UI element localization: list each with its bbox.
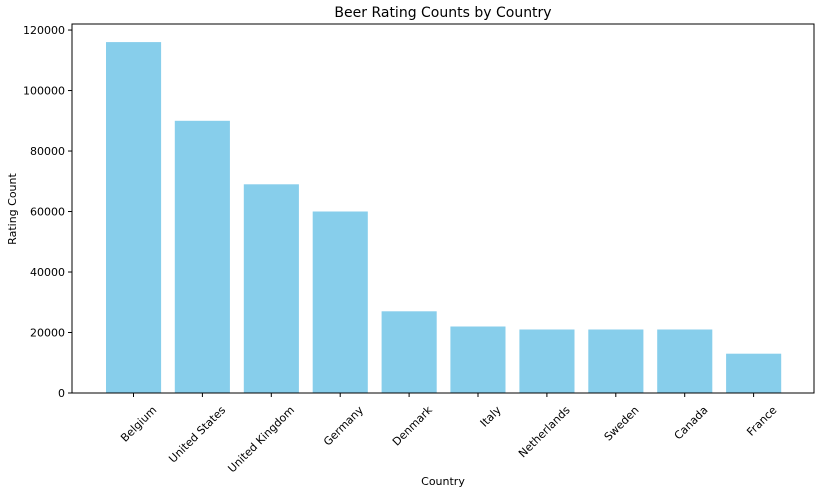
y-axis-label: Rating Count bbox=[6, 173, 19, 245]
bar bbox=[174, 120, 230, 394]
y-tick-label: 60000 bbox=[30, 206, 65, 219]
y-tick-label: 80000 bbox=[30, 145, 65, 158]
bar bbox=[312, 211, 368, 393]
x-axis-label: Country bbox=[421, 475, 465, 488]
y-tick-label: 40000 bbox=[30, 266, 65, 279]
chart-title: Beer Rating Counts by Country bbox=[334, 5, 551, 21]
y-tick-label: 100000 bbox=[23, 85, 65, 98]
bar bbox=[106, 42, 162, 393]
y-tick-label: 20000 bbox=[30, 327, 65, 340]
bar bbox=[450, 326, 506, 393]
bar bbox=[243, 184, 299, 393]
bar bbox=[519, 329, 575, 393]
y-tick-label: 0 bbox=[58, 387, 65, 400]
y-axis-ticks: 0 20000 40000 60000 80000 100000 120000 bbox=[23, 24, 72, 400]
bar bbox=[657, 329, 713, 393]
bar bbox=[588, 329, 644, 393]
bar bbox=[381, 311, 437, 393]
bars-group bbox=[106, 42, 782, 394]
bar bbox=[726, 353, 782, 393]
y-tick-label: 120000 bbox=[23, 24, 65, 37]
plot-frame bbox=[71, 23, 815, 394]
